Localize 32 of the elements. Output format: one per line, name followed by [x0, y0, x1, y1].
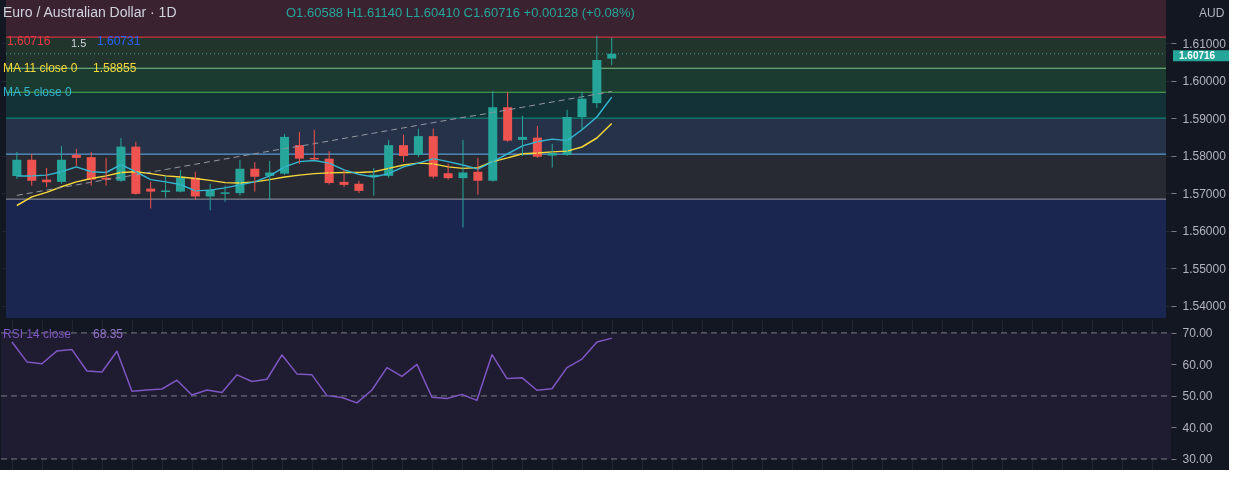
y-tick-label: 1.55000 [1182, 261, 1227, 276]
series-label: RSI 14 close [3, 327, 72, 341]
annotation: 68.35 [93, 327, 124, 341]
y-tick-label: 30.00 [1182, 452, 1213, 467]
y-tick-label: 50.00 [1182, 389, 1213, 404]
text: MA 11 close 0 [3, 61, 78, 75]
y-tick-label: 60.00 [1182, 357, 1213, 372]
y-tick-label: 1.61000 [1182, 36, 1227, 51]
candlestick [399, 134, 409, 163]
line-series [11, 337, 613, 404]
y-tick-label: 1.60000 [1182, 74, 1227, 89]
ref-line-label: 1.60716 [1179, 49, 1216, 61]
annotation: O1.60588 H1.61140 L1.60410 C1.60716 +0.00128 (+0.08%) [286, 5, 635, 20]
line-series [16, 122, 613, 207]
chart-title: Euro / Australian Dollar · 1D [3, 4, 177, 20]
y-tick-label: 1.54000 [1182, 299, 1227, 314]
candlestick [413, 128, 423, 158]
y-tick-label: 70.00 [1182, 326, 1213, 341]
annotation: 1.5 [71, 37, 87, 49]
y-tick-label: 1.59000 [1182, 111, 1227, 126]
y-tick-label: 1.58000 [1182, 149, 1227, 164]
text: AUD [1199, 6, 1225, 20]
y-tick-label: 1.57000 [1182, 186, 1227, 201]
y-tick-label: 40.00 [1182, 420, 1213, 435]
candlestick [220, 185, 230, 203]
annotation: 1.60731 [97, 34, 141, 48]
text: MA 5 close 0 [3, 85, 73, 99]
candlestick [250, 161, 260, 193]
candlestick [547, 143, 557, 169]
annotation: 1.58855 [93, 61, 137, 75]
y-tick-label: 1.56000 [1182, 224, 1227, 239]
annotation: 1.60716 [7, 34, 51, 48]
